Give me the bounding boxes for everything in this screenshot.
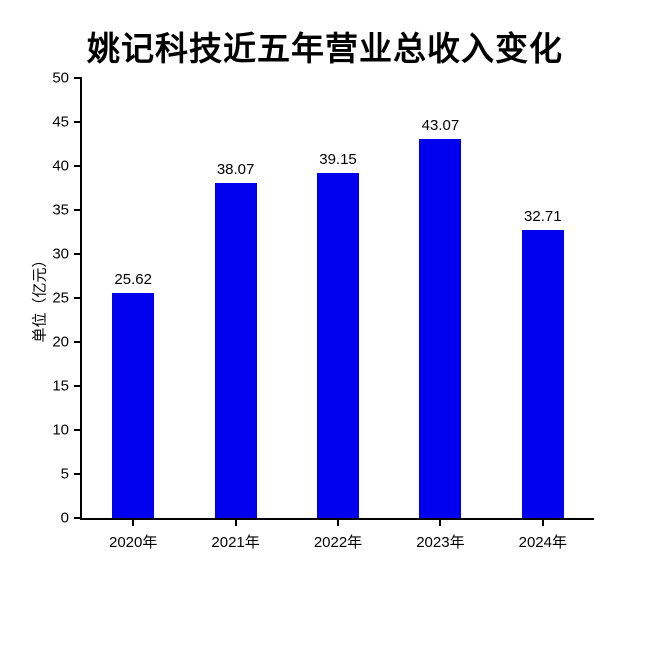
bar-2024年 <box>521 230 564 518</box>
x-tick-label: 2020年 <box>109 534 158 551</box>
bar-value-label: 43.07 <box>421 116 460 134</box>
bar-value-label: 32.71 <box>524 208 562 226</box>
y-tick-mark <box>74 385 82 387</box>
bar-2023年 <box>419 138 462 518</box>
bar-value-label: 39.15 <box>319 151 357 169</box>
y-tick-label: 30 <box>52 245 69 263</box>
x-tick-label: 2024年 <box>518 534 567 551</box>
y-tick-label: 50 <box>52 69 69 87</box>
bar-slot: 39.15 <box>287 78 389 518</box>
y-axis-label: 单位（亿元） <box>31 252 49 343</box>
y-tick-mark <box>74 297 82 299</box>
y-tick-mark <box>74 517 82 519</box>
x-tick-mark <box>541 518 544 526</box>
y-tick-label: 0 <box>60 509 69 527</box>
y-tick-label: 25 <box>52 289 69 307</box>
bar-slot: 43.07 <box>389 78 491 518</box>
y-tick-label: 15 <box>52 377 69 395</box>
x-tick-mark <box>132 518 135 526</box>
bar-2022年 <box>317 173 360 518</box>
x-tick-mark <box>439 518 442 526</box>
y-tick-mark <box>74 121 82 123</box>
bar-slot: 38.07 <box>184 78 286 518</box>
x-tick-label: 2023年 <box>416 534 465 551</box>
x-tick-mark <box>234 518 237 526</box>
plot-area: 0 5 10 15 20 25 30 35 40 45 50 2020年 2021年 2022年 2023… <box>52 71 594 551</box>
bar-slot: 32.71 <box>492 78 594 518</box>
y-tick-label: 10 <box>52 421 69 439</box>
bar-2020年 <box>112 292 155 518</box>
bar-slot: 25.62 <box>82 78 184 518</box>
y-tick-mark <box>74 341 82 343</box>
x-tick-label: 2021年 <box>211 534 260 551</box>
chart-title: 姚记科技近五年营业总收入变化 <box>87 30 563 67</box>
bar-value-label: 25.62 <box>114 270 152 288</box>
bar-value-label: 38.07 <box>216 160 255 178</box>
y-tick-label: 40 <box>52 157 69 175</box>
y-tick-mark <box>74 429 82 431</box>
y-tick-label: 20 <box>52 333 69 351</box>
x-tick-mark <box>337 518 339 526</box>
bars-container: 25.62 38.07 39.15 43.07 32.71 <box>82 78 594 518</box>
x-tick-label: 2022年 <box>313 534 363 551</box>
y-tick-mark <box>74 473 82 475</box>
bar-2021年 <box>214 182 257 518</box>
y-tick-mark <box>74 165 82 167</box>
y-tick-mark <box>74 253 82 255</box>
y-tick-label: 5 <box>60 465 69 483</box>
y-tick-label: 35 <box>52 201 69 219</box>
y-tick-label: 45 <box>52 113 69 131</box>
y-tick-mark <box>74 209 82 211</box>
y-tick-mark <box>74 77 82 79</box>
